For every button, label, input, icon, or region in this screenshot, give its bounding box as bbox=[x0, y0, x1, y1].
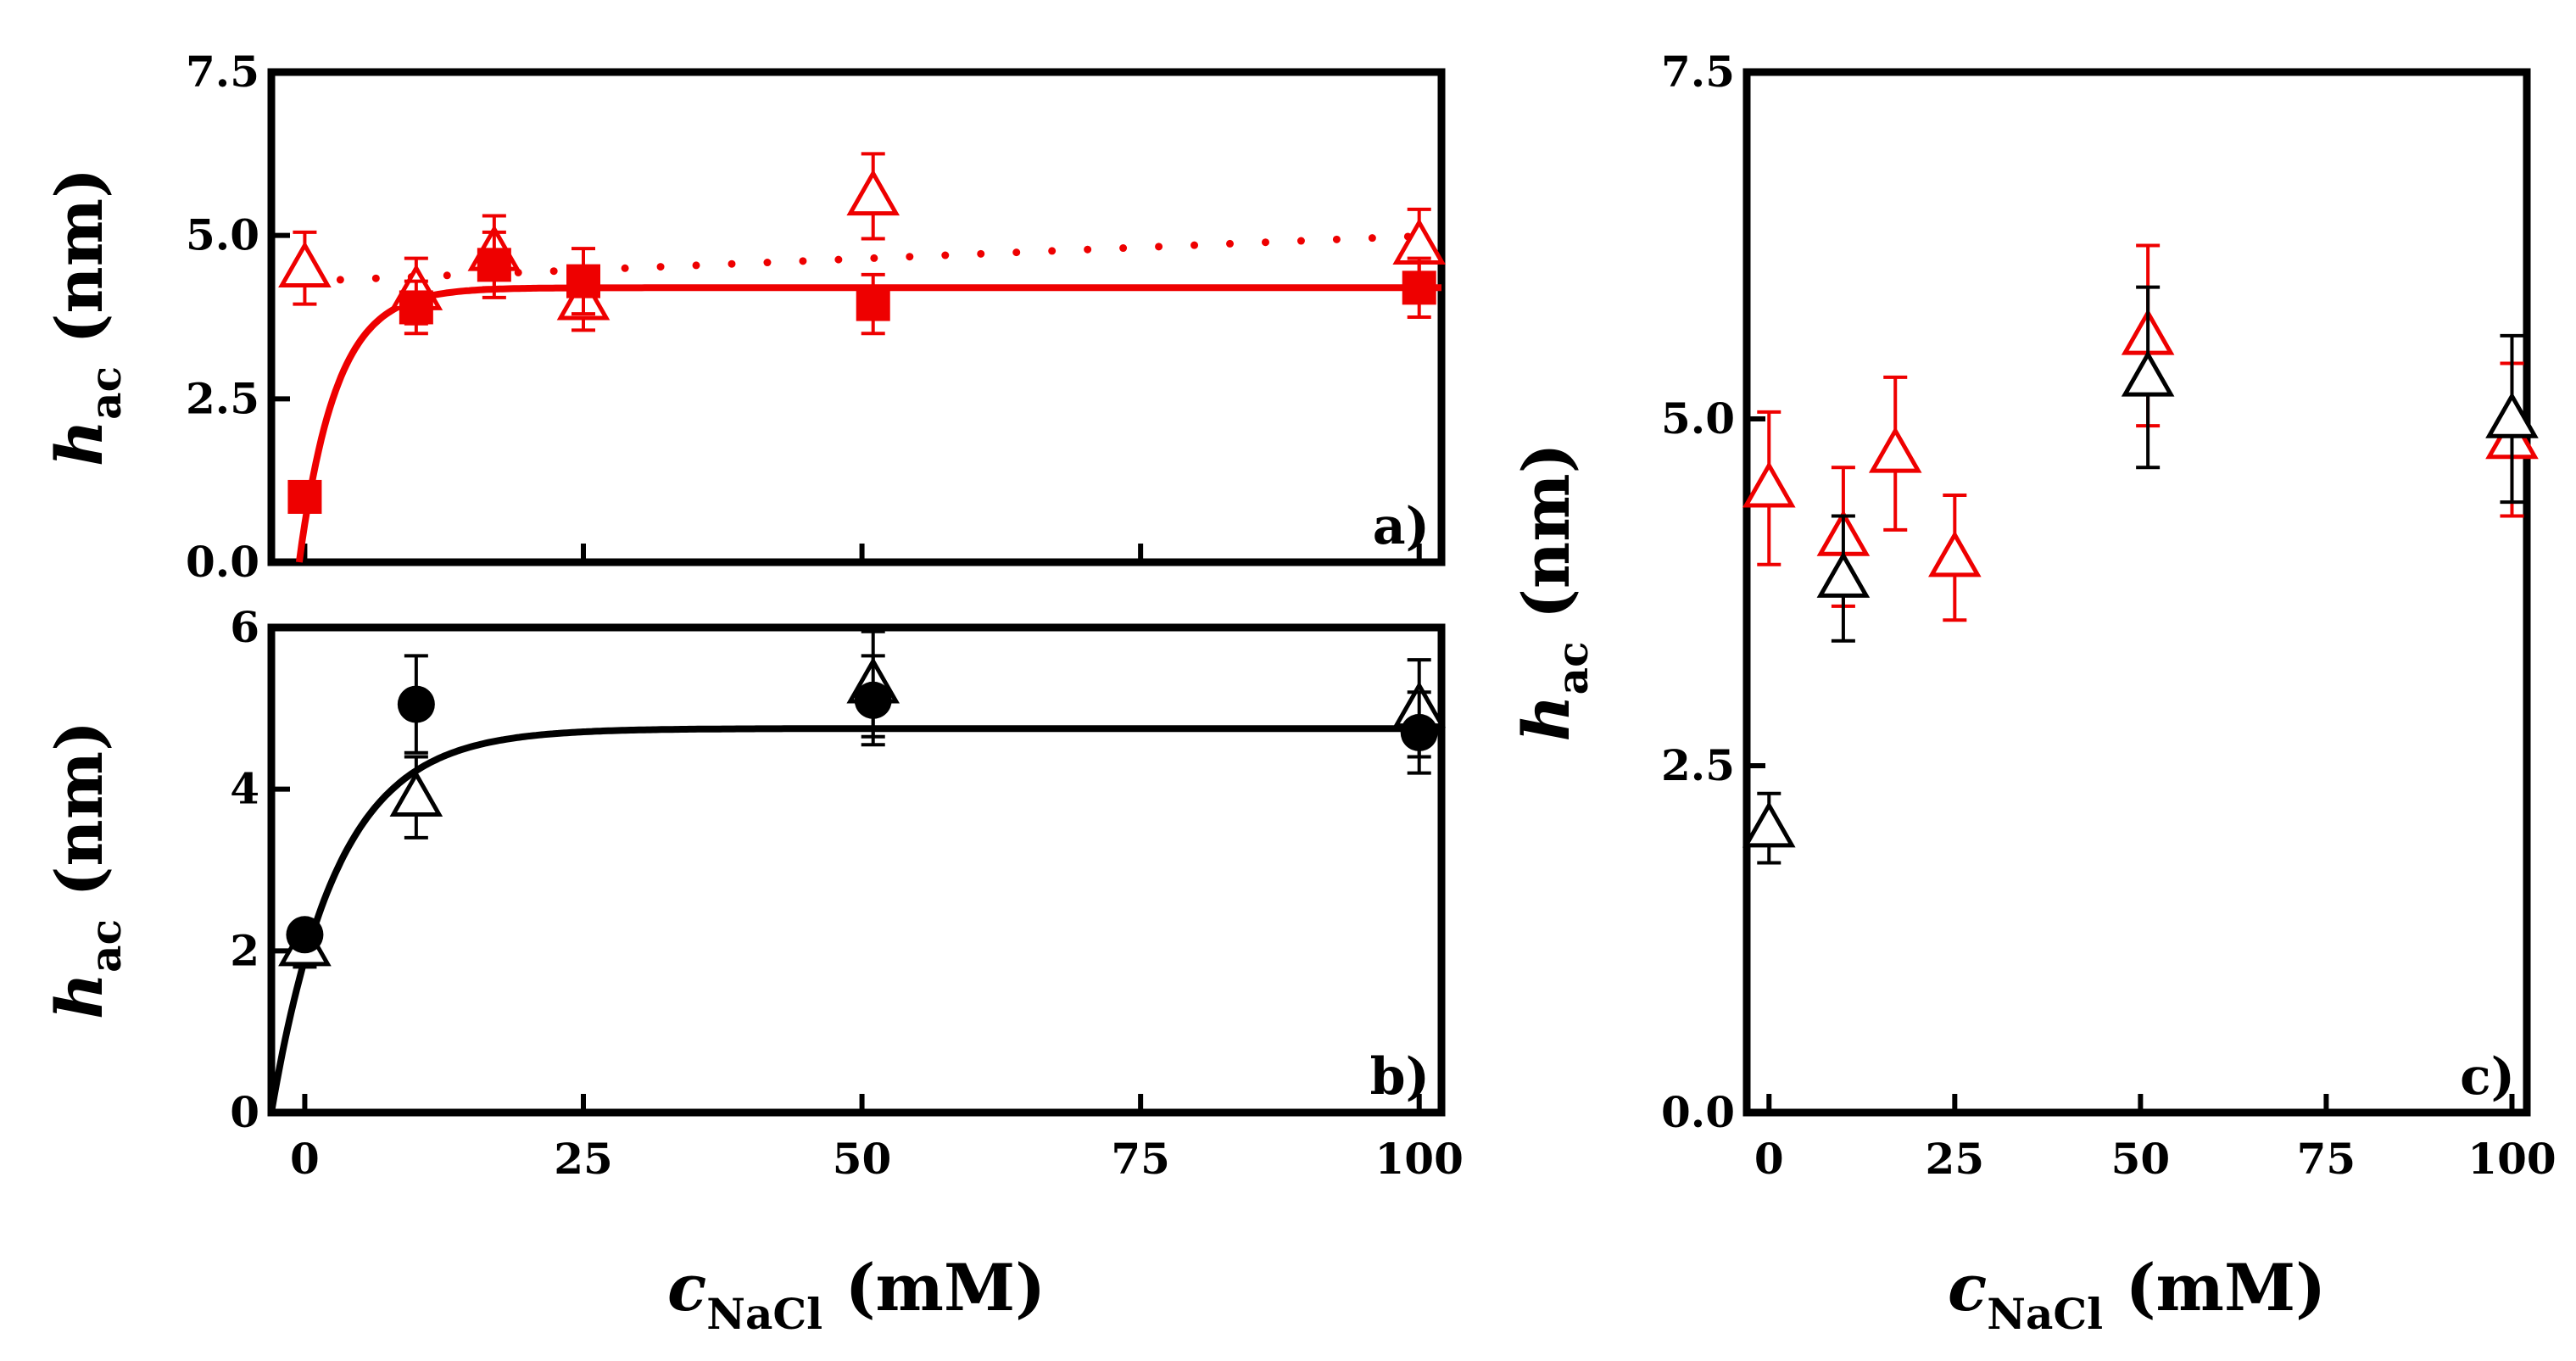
y-tick-label: 7.5 bbox=[186, 47, 259, 97]
filled-circle-black-point bbox=[286, 916, 324, 954]
y-axis-title-subscript: ac bbox=[81, 919, 131, 973]
panel-a: 0.0 2.5 5.0 7.5 a) hac (nm) bbox=[42, 47, 1447, 587]
open-triangle-red-point bbox=[1928, 530, 1982, 577]
x-tick-label: 25 bbox=[554, 1134, 613, 1184]
x-axis-title-subscript: NaCl bbox=[1987, 1289, 2103, 1339]
x-axis-title: cNaCl (mM) bbox=[1948, 1250, 2326, 1339]
x-axis-title-unit: (mM) bbox=[822, 1250, 1045, 1325]
open-triangle-black-point bbox=[389, 770, 443, 817]
y-tick-label: 2.5 bbox=[1661, 740, 1735, 790]
y-tick-label: 0 bbox=[230, 1087, 259, 1137]
plot-frame bbox=[267, 68, 1446, 566]
open-triangle-red-point bbox=[1392, 218, 1447, 265]
panel-label: a) bbox=[1373, 497, 1430, 556]
y-tick-label: 0.0 bbox=[186, 537, 259, 587]
x-axis-title-symbol: c bbox=[1948, 1250, 1987, 1325]
filled-square-red-point bbox=[287, 479, 322, 514]
open-triangle-red-point bbox=[1868, 426, 1922, 473]
y-tick-label: 0.0 bbox=[1661, 1087, 1735, 1137]
x-tick-label: 0 bbox=[1754, 1134, 1784, 1184]
open-triangle-black-point bbox=[2121, 349, 2175, 397]
y-axis-title-symbol: h bbox=[42, 420, 117, 466]
y-tick-label: 2.5 bbox=[186, 373, 259, 423]
exp-fit-black bbox=[268, 725, 1441, 1113]
filled-square-red-point bbox=[477, 248, 511, 282]
panel-label: b) bbox=[1370, 1047, 1430, 1107]
open-triangle-black-point bbox=[1742, 800, 1796, 848]
x-axis-title: cNaCl (mM) bbox=[667, 1250, 1045, 1339]
y-tick-label: 5.0 bbox=[1661, 393, 1735, 443]
x-tick-label: 75 bbox=[2297, 1134, 2356, 1184]
x-axis-title-symbol: c bbox=[667, 1250, 706, 1325]
y-tick-label: 5.0 bbox=[186, 210, 259, 260]
y-tick-label: 2 bbox=[230, 925, 259, 975]
y-tick-label: 7.5 bbox=[1661, 47, 1735, 97]
x-tick-label: 50 bbox=[833, 1134, 892, 1184]
x-tick-label: 100 bbox=[1375, 1134, 1464, 1184]
panel-c: 0.0 2.5 5.0 7.5 0 25 50 75 100 c) hac (nm) cNaCl (m… bbox=[1508, 47, 2556, 1339]
filled-square-red-point bbox=[566, 264, 600, 298]
panel-label: c) bbox=[2460, 1047, 2515, 1107]
y-axis-title-subscript: ac bbox=[81, 366, 131, 420]
filled-circle-black-point bbox=[397, 685, 435, 723]
x-tick-label: 50 bbox=[2111, 1134, 2171, 1184]
x-tick-label: 0 bbox=[290, 1134, 320, 1184]
x-tick-label: 75 bbox=[1111, 1134, 1170, 1184]
linear-fit-red bbox=[300, 231, 1424, 286]
x-tick-label: 25 bbox=[1926, 1134, 1985, 1184]
filled-circle-black-point bbox=[854, 681, 892, 719]
exp-fit-red bbox=[295, 284, 1441, 563]
y-tick-label: 6 bbox=[230, 602, 259, 652]
filled-circle-black-point bbox=[1400, 713, 1438, 751]
x-axis-title-subscript: NaCl bbox=[706, 1289, 822, 1339]
open-triangle-black-point bbox=[2485, 391, 2539, 438]
y-axis-title-symbol: h bbox=[1508, 694, 1584, 741]
open-triangle-black-point bbox=[1816, 551, 1871, 598]
y-axis-title-subscript: ac bbox=[1547, 641, 1597, 694]
open-triangle-red-point bbox=[1742, 460, 1796, 508]
filled-square-red-point bbox=[856, 287, 890, 321]
panel-b: 0 2 4 6 0 25 50 75 100 b) hac (nm) cNaCl (mM) bbox=[42, 602, 1464, 1339]
y-axis-title-unit: (nm) bbox=[42, 721, 117, 919]
plot-frame bbox=[267, 623, 1446, 1117]
filled-square-red-point bbox=[1402, 271, 1436, 305]
y-axis-title-unit: (nm) bbox=[42, 168, 117, 366]
y-axis-title: hac (nm) bbox=[1508, 443, 1597, 741]
y-axis-title-symbol: h bbox=[42, 973, 117, 1019]
open-triangle-red-point bbox=[846, 169, 900, 216]
x-axis-title-unit: (mM) bbox=[2103, 1250, 2326, 1325]
y-tick-label: 4 bbox=[230, 764, 259, 814]
plot-frame bbox=[1742, 68, 2531, 1117]
y-axis-title: hac (nm) bbox=[42, 721, 131, 1019]
open-triangle-red-point bbox=[278, 241, 332, 287]
y-axis-title: hac (nm) bbox=[42, 168, 131, 466]
y-axis-title-unit: (nm) bbox=[1508, 443, 1584, 641]
filled-square-red-point bbox=[399, 290, 433, 325]
x-tick-label: 100 bbox=[2467, 1134, 2556, 1184]
